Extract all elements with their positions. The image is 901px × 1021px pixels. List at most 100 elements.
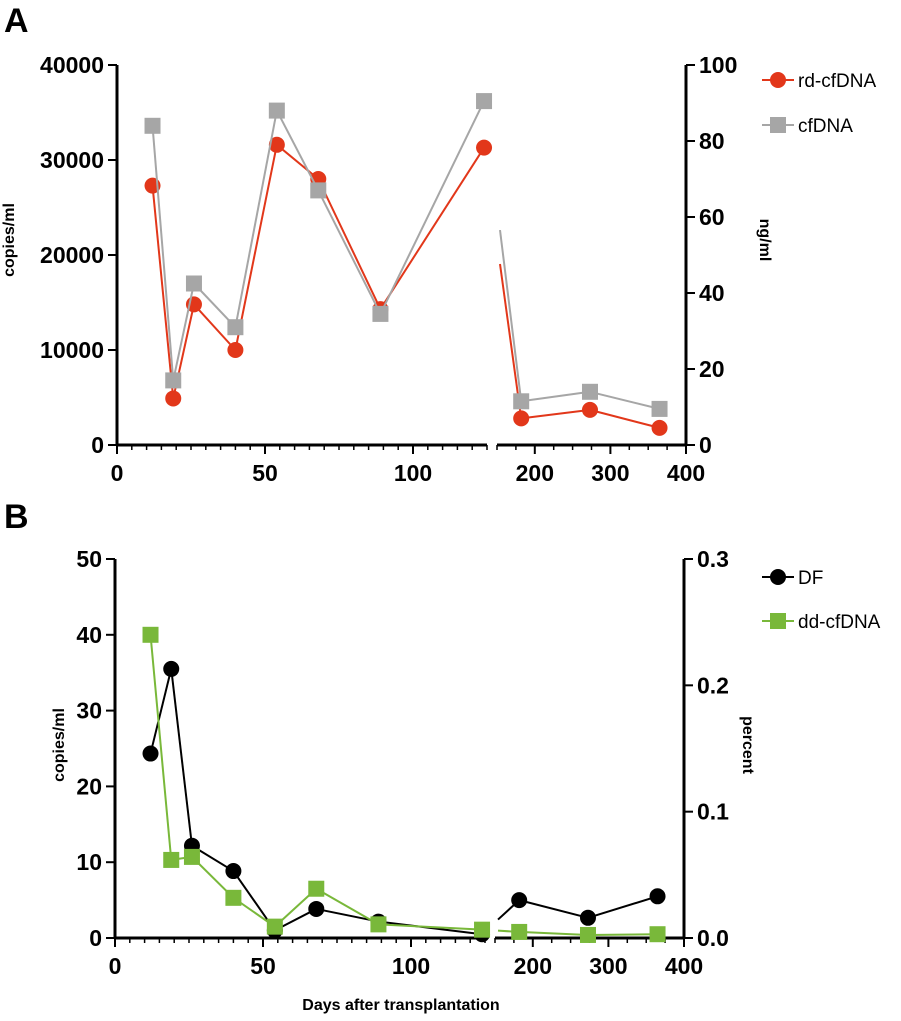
x-tick-label: 300 <box>591 460 629 486</box>
data-point <box>476 93 493 110</box>
left-y-tick-label: 30 <box>76 698 102 724</box>
series-line-segment <box>149 634 173 861</box>
series-line-segment <box>234 110 278 328</box>
series-line-segment <box>151 125 175 381</box>
data-point <box>142 626 159 643</box>
data-point <box>649 926 666 943</box>
data-point <box>513 410 530 427</box>
series-line-segment <box>276 144 319 180</box>
left-y-tick-label: 40000 <box>40 52 104 78</box>
data-point <box>511 923 528 940</box>
legend-label-df: DF <box>798 568 823 589</box>
data-point <box>579 909 596 926</box>
data-point <box>370 916 387 933</box>
left-y-tick-label: 50 <box>76 546 102 572</box>
x-tick-label: 50 <box>250 953 276 979</box>
panel-letter-b: B <box>4 498 29 536</box>
data-point <box>163 851 180 868</box>
x-tick-label: 300 <box>589 953 627 979</box>
left-y-tick-label: 10000 <box>40 337 104 363</box>
panel-a-chart: 0 10000 20000 30000 40000 0 20 40 60 80 100 0 50 100 2… <box>1 52 876 486</box>
data-point <box>579 926 596 943</box>
series-line-segment <box>317 189 382 315</box>
series-line-segment <box>521 390 591 403</box>
data-point <box>142 745 159 762</box>
left-y-tick-label: 30000 <box>40 147 104 173</box>
data-point <box>308 880 325 897</box>
data-point <box>581 401 598 418</box>
data-point <box>649 888 666 905</box>
left-y-tick-label: 40 <box>76 622 102 648</box>
data-point <box>651 400 668 417</box>
data-point <box>476 139 493 156</box>
x-axis-title: Days after transplantation <box>302 997 499 1014</box>
right-y-tick-label: 0.2 <box>697 672 729 698</box>
left-y-tick-label: 20000 <box>40 242 104 268</box>
series-cfdna <box>144 93 668 417</box>
series-line-segment <box>518 899 589 919</box>
data-point <box>227 319 244 336</box>
data-point <box>581 383 598 400</box>
left-y-tick-label: 10 <box>76 849 102 875</box>
panel-b-chart: 0 10 20 30 40 50 0.0 0.1 0.2 0.3 0 50 100 200 300 400 co… <box>51 546 881 1014</box>
data-point <box>165 390 182 407</box>
series-line-segment <box>379 147 485 310</box>
series-line-segment <box>589 390 660 410</box>
x-tick-label: 0 <box>111 460 124 486</box>
legend-label-dd-cfdna: dd-cfDNA <box>798 612 881 633</box>
series-line-segment <box>499 229 523 402</box>
data-point <box>165 372 182 389</box>
x-tick-label: 400 <box>665 953 703 979</box>
right-y-tick-label: 0.1 <box>697 799 729 825</box>
left-y-tick-label: 20 <box>76 773 102 799</box>
x-tick-label: 100 <box>394 460 432 486</box>
x-tick-label: 200 <box>514 953 552 979</box>
right-y-tick-label: 0.3 <box>697 546 729 572</box>
data-point <box>308 900 325 917</box>
left-y-axis-title: copies/ml <box>1 203 18 277</box>
legend-label-cfdna: cfDNA <box>798 116 853 137</box>
x-tick-label: 400 <box>667 460 705 486</box>
right-y-axis-title: percent <box>739 716 756 774</box>
data-point <box>511 892 528 909</box>
series-line-segment <box>193 303 237 351</box>
legend-marker-df <box>770 569 786 585</box>
data-point <box>225 889 242 906</box>
x-tick-label: 200 <box>516 460 554 486</box>
series-line-segment <box>521 408 591 420</box>
series-line-segment <box>315 887 379 926</box>
right-y-tick-label: 80 <box>699 128 725 154</box>
series-line-segment <box>519 930 589 936</box>
legend-marker-dd-cfdna <box>770 613 786 629</box>
series-line-segment <box>589 408 660 429</box>
right-y-tick-label: 20 <box>699 356 725 382</box>
left-y-tick-label: 0 <box>89 925 102 951</box>
x-tick-label: 50 <box>252 460 278 486</box>
right-y-tick-label: 40 <box>699 280 725 306</box>
right-y-axis-title: ng/ml <box>756 219 773 262</box>
series-line-segment <box>149 668 173 754</box>
series-line-segment <box>379 100 485 315</box>
right-y-tick-label: 60 <box>699 204 725 230</box>
data-point <box>268 102 285 119</box>
series-line-segment <box>587 895 658 919</box>
series-line-segment <box>499 263 523 419</box>
left-y-axis-title: copies/ml <box>51 708 68 782</box>
series-line-segment <box>172 283 195 381</box>
data-point <box>227 342 244 358</box>
data-point <box>185 275 202 292</box>
data-point <box>513 393 530 410</box>
right-y-tick-label: 100 <box>699 52 737 78</box>
series-line-segment <box>170 668 193 846</box>
data-point <box>183 848 200 865</box>
legend-marker-rd-cfdna <box>770 72 786 88</box>
data-point <box>163 660 180 677</box>
series-dd-cfdna <box>142 626 666 943</box>
data-point <box>651 419 668 436</box>
series-line-segment <box>275 110 320 191</box>
data-point <box>310 182 327 199</box>
data-point <box>268 136 285 153</box>
data-point <box>372 305 389 322</box>
